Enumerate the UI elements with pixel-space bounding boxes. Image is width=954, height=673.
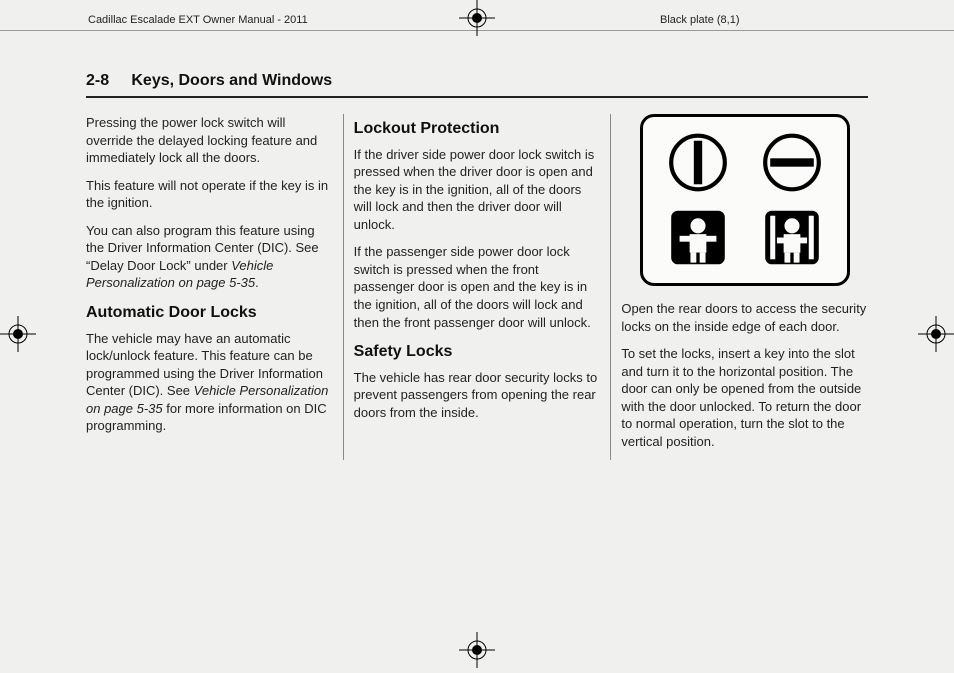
page-number: 2-8: [86, 72, 109, 89]
registration-mark-icon: [459, 632, 495, 668]
registration-mark-icon: [0, 316, 36, 352]
lock-slot-vertical-icon: [655, 129, 741, 196]
paragraph: The vehicle has rear door security locks…: [354, 369, 601, 422]
section-heading-safety-locks: Safety Locks: [354, 341, 601, 363]
paragraph: If the driver side power door lock switc…: [354, 146, 601, 234]
column-1: Pressing the power lock switch will over…: [86, 114, 343, 460]
paragraph: Pressing the power lock switch will over…: [86, 114, 333, 167]
column-3: Open the rear doors to access the securi…: [610, 114, 868, 460]
registration-mark-icon: [459, 0, 495, 36]
chapter-header: 2-8 Keys, Doors and Windows: [86, 72, 868, 98]
chapter-title: Keys, Doors and Windows: [131, 72, 332, 89]
plate-info: Black plate (8,1): [660, 14, 739, 26]
safety-lock-diagram: [640, 114, 850, 286]
page-content: 2-8 Keys, Doors and Windows Pressing the…: [86, 72, 868, 628]
column-2: Lockout Protection If the driver side po…: [343, 114, 611, 460]
section-heading-automatic-door-locks: Automatic Door Locks: [86, 302, 333, 324]
paragraph: You can also program this feature using …: [86, 222, 333, 292]
section-heading-lockout-protection: Lockout Protection: [354, 118, 601, 140]
child-unlocked-icon: [655, 204, 741, 271]
child-locked-icon: [749, 204, 835, 271]
paragraph: The vehicle may have an automatic lock/u…: [86, 330, 333, 435]
paragraph: To set the locks, insert a key into the …: [621, 345, 868, 450]
paragraph: Open the rear doors to access the securi…: [621, 300, 868, 335]
paragraph: If the passenger side power door lock sw…: [354, 243, 601, 331]
paragraph: This feature will not operate if the key…: [86, 177, 333, 212]
manual-title: Cadillac Escalade EXT Owner Manual - 201…: [88, 14, 308, 26]
registration-mark-icon: [918, 316, 954, 352]
content-columns: Pressing the power lock switch will over…: [86, 114, 868, 460]
lock-slot-horizontal-icon: [749, 129, 835, 196]
